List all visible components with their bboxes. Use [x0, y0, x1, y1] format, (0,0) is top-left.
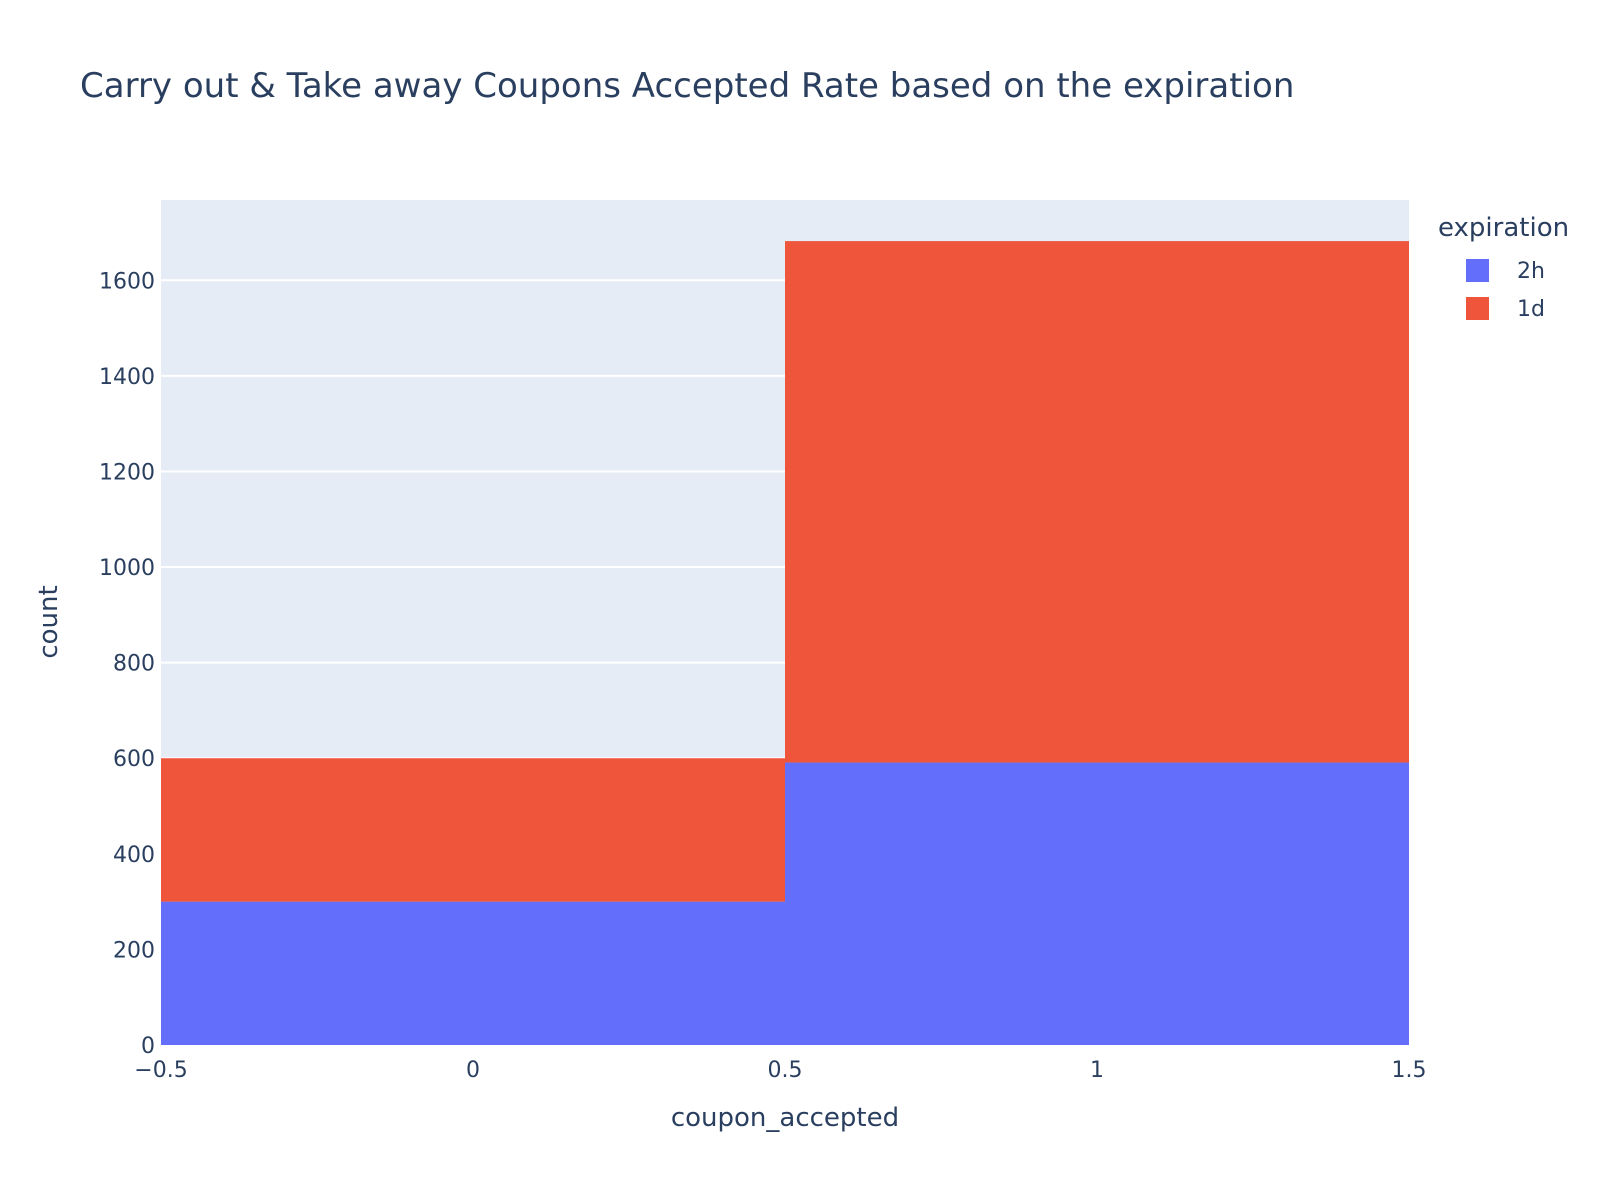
y-tick-label: 400 [113, 843, 155, 868]
bar-2h-1 [785, 762, 1409, 1045]
legend-label-1d[interactable]: 1d [1517, 297, 1545, 322]
bars [161, 241, 1409, 1045]
y-tick-label: 600 [113, 747, 155, 772]
y-axis-ticks: 0 200 400 600 800 1000 1200 1400 1600 [99, 269, 155, 1059]
y-tick-label: 1000 [99, 556, 155, 581]
legend: expiration 2h 1d [1438, 213, 1569, 322]
y-tick-label: 200 [113, 938, 155, 963]
y-axis-title: count [34, 585, 64, 658]
bar-2h-0 [161, 901, 785, 1045]
y-tick-label: 800 [113, 652, 155, 677]
y-tick-label: 1600 [99, 269, 155, 294]
legend-swatch-1d[interactable] [1466, 297, 1489, 320]
x-tick-label: 1.5 [1392, 1058, 1427, 1083]
legend-title: expiration [1438, 213, 1569, 243]
y-tick-label: 1400 [99, 365, 155, 390]
x-axis-title: coupon_accepted [671, 1103, 899, 1133]
y-tick-label: 1200 [99, 460, 155, 485]
x-axis-ticks: −0.5 0 0.5 1 1.5 [134, 1058, 1426, 1083]
y-tick-label: 0 [141, 1034, 155, 1059]
legend-swatch-2h[interactable] [1466, 259, 1489, 282]
bar-1d-0 [161, 758, 785, 902]
x-tick-label: 0.5 [768, 1058, 803, 1083]
chart-title: Carry out & Take away Coupons Accepted R… [80, 66, 1295, 106]
legend-label-2h[interactable]: 2h [1517, 259, 1545, 284]
bar-1d-1 [785, 241, 1409, 763]
x-tick-label: 0 [466, 1058, 480, 1083]
x-tick-label: −0.5 [134, 1058, 187, 1083]
x-tick-label: 1 [1090, 1058, 1104, 1083]
